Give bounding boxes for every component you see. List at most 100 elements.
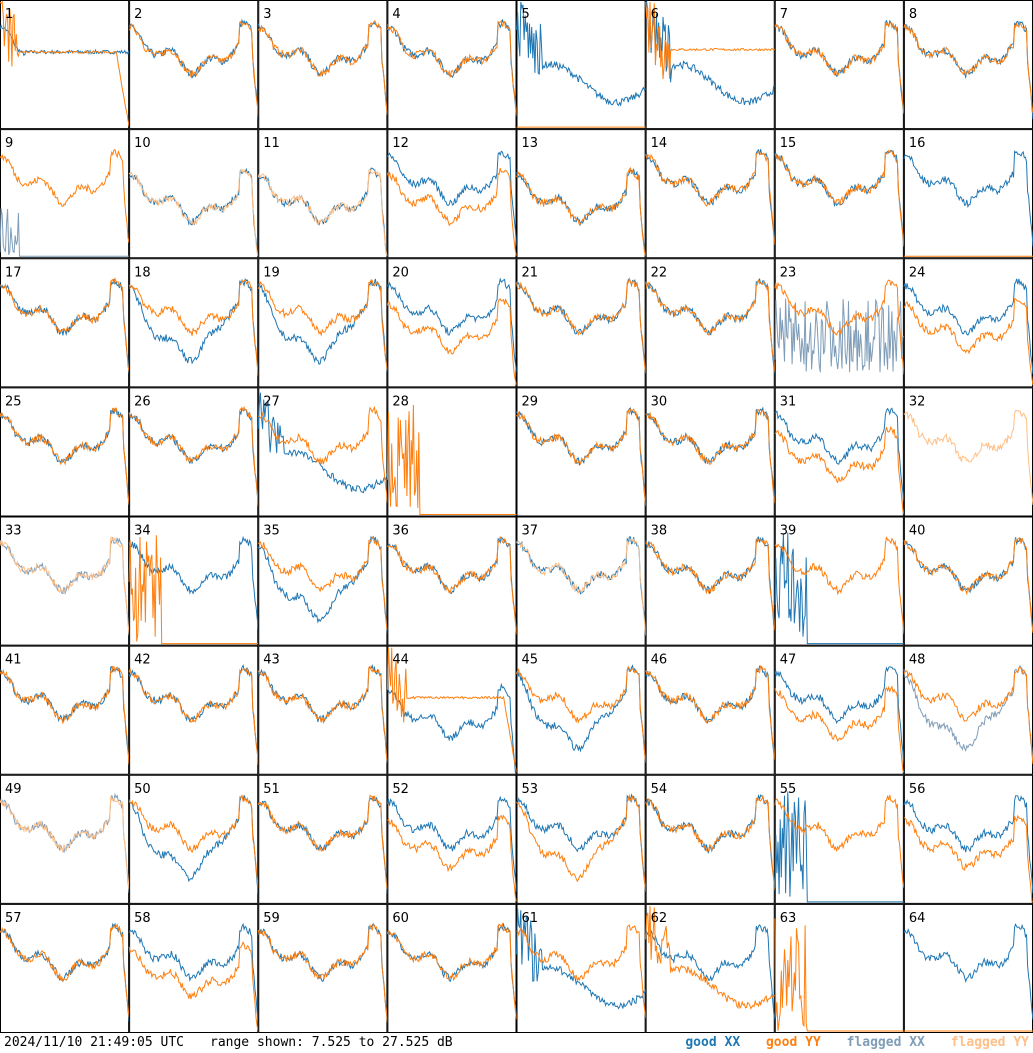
- panel-41: 41: [0, 645, 130, 775]
- panel-51: 51: [257, 774, 388, 904]
- panel-22: 22: [645, 258, 776, 388]
- panel-label: 44: [392, 653, 409, 668]
- series-yy-1: [0, 0, 130, 127]
- panel-30: 30: [645, 387, 776, 517]
- panel-label: 28: [392, 394, 409, 409]
- panel-61: 61: [516, 903, 647, 1033]
- panel-frame: [516, 645, 646, 775]
- panel-label: 50: [134, 782, 151, 797]
- panel-frame: [387, 774, 517, 904]
- panel-15: 15: [774, 129, 905, 259]
- panel-frame: [129, 774, 259, 904]
- panel-50: 50: [128, 774, 259, 904]
- panel-label: 60: [392, 911, 409, 926]
- range-text: range shown: 7.525 to 27.525 dB: [210, 1035, 453, 1050]
- panel-8: 8: [903, 0, 1033, 130]
- panel-frame: [258, 0, 388, 130]
- panel-63: 63: [774, 903, 904, 1033]
- panel-1: 1: [0, 0, 130, 130]
- series-xx-4: [386, 18, 517, 117]
- series-xx-58: [128, 922, 259, 1023]
- series-yy-28: [386, 404, 517, 515]
- series-yy-34: [128, 535, 259, 645]
- panel-label: 56: [909, 782, 926, 797]
- series-xx-11: [257, 167, 388, 257]
- series-xx-9: [0, 208, 130, 257]
- panel-33: 33: [0, 516, 130, 646]
- panel-54: 54: [645, 774, 776, 904]
- panel-label: 37: [522, 524, 539, 539]
- panel-frame: [774, 0, 904, 130]
- panel-label: 33: [5, 524, 22, 539]
- panel-frame: [258, 129, 388, 259]
- series-yy-33: [0, 536, 130, 635]
- series-xx-20: [386, 277, 517, 373]
- legend-good-yy: good YY: [765, 1035, 821, 1050]
- panel-10: 10: [128, 129, 259, 259]
- panel-frame: [516, 258, 646, 388]
- series-yy-38: [645, 536, 776, 631]
- series-yy-43: [257, 665, 388, 763]
- panel-frame: [0, 258, 130, 388]
- series-xx-56: [903, 795, 1033, 894]
- series-yy-3: [257, 20, 388, 115]
- panel-label: 15: [780, 136, 797, 151]
- panel-label: 47: [780, 653, 797, 668]
- panel-45: 45: [516, 645, 647, 775]
- panel-label: 29: [522, 394, 539, 409]
- series-xx-51: [257, 795, 388, 894]
- series-yy-46: [645, 665, 776, 760]
- panel-frame: [516, 774, 646, 904]
- panel-label: 46: [651, 653, 668, 668]
- panel-18: 18: [128, 258, 259, 388]
- panel-55: 55: [774, 774, 905, 904]
- panel-frame: [129, 129, 259, 259]
- panel-32: 32: [903, 387, 1033, 517]
- panel-label: 5: [522, 7, 530, 22]
- panel-49: 49: [0, 774, 130, 904]
- series-xx-16: [903, 150, 1033, 247]
- series-yy-48: [903, 667, 1033, 765]
- panel-frame: [0, 645, 130, 775]
- series-yy-29: [516, 408, 647, 507]
- panel-43: 43: [257, 645, 388, 775]
- panel-frame: [774, 129, 904, 259]
- panel-48: 48: [903, 645, 1033, 775]
- panel-frame: [129, 516, 259, 646]
- series-yy-8: [903, 22, 1033, 113]
- series-yy-23: [774, 279, 905, 375]
- panel-label: 11: [263, 136, 280, 151]
- panel-label: 25: [5, 394, 22, 409]
- series-yy-18: [128, 279, 259, 377]
- panel-label: 40: [909, 524, 926, 539]
- panel-57: 57: [0, 903, 130, 1033]
- panel-frame: [0, 903, 130, 1033]
- series-yy-22: [645, 279, 776, 373]
- panel-frame: [258, 387, 388, 517]
- series-yy-58: [128, 941, 259, 1032]
- panel-46: 46: [645, 645, 776, 775]
- panel-12: 12: [386, 129, 517, 259]
- series-xx-50: [128, 794, 259, 895]
- panel-frame: [129, 258, 259, 388]
- panel-frame: [516, 516, 646, 646]
- series-xx-53: [516, 793, 647, 889]
- panel-label: 48: [909, 653, 926, 668]
- footer: 2024/11/10 21:49:05 UTC range shown: 7.5…: [0, 1033, 1033, 1053]
- series-xx-48: [903, 664, 1033, 762]
- series-yy-2: [128, 21, 259, 116]
- panel-42: 42: [128, 645, 259, 775]
- series-yy-63: [774, 918, 904, 1032]
- panel-label: 24: [909, 265, 926, 280]
- series-yy-21: [516, 277, 647, 374]
- panel-label: 43: [263, 653, 280, 668]
- panel-frame: [258, 516, 388, 646]
- panel-label: 19: [263, 265, 280, 280]
- panel-16: 16: [903, 129, 1033, 259]
- panel-frame: [774, 387, 904, 517]
- panel-frame: [387, 0, 517, 130]
- series-xx-55: [774, 791, 904, 903]
- series-yy-13: [516, 166, 647, 257]
- series-xx-34: [128, 535, 259, 630]
- panel-label: 23: [780, 265, 797, 280]
